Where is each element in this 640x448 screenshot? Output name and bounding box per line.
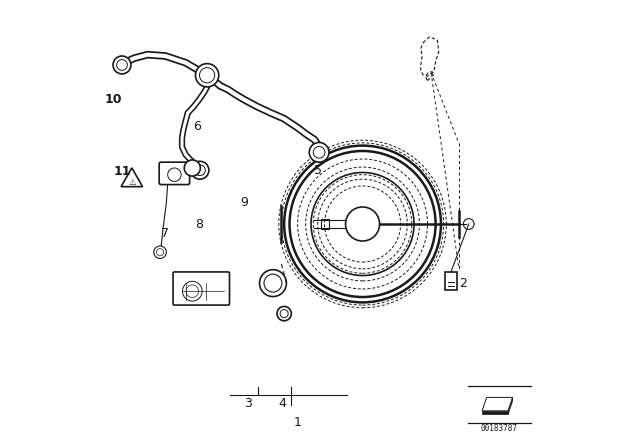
- Circle shape: [191, 161, 209, 179]
- Text: 10: 10: [104, 93, 122, 106]
- Text: 1: 1: [294, 415, 301, 429]
- FancyBboxPatch shape: [173, 272, 230, 305]
- Polygon shape: [482, 397, 513, 411]
- Circle shape: [154, 246, 166, 258]
- Circle shape: [184, 160, 200, 176]
- Text: 9: 9: [240, 196, 248, 209]
- Text: ⚠: ⚠: [128, 178, 136, 187]
- Text: 7: 7: [161, 227, 170, 241]
- Polygon shape: [121, 168, 143, 187]
- Text: 00183787: 00183787: [481, 424, 518, 433]
- Text: 5: 5: [314, 164, 322, 177]
- Text: 4: 4: [278, 396, 286, 410]
- Circle shape: [309, 142, 329, 162]
- Text: 11: 11: [113, 164, 131, 178]
- Text: 6: 6: [193, 120, 201, 133]
- Polygon shape: [508, 397, 513, 414]
- FancyBboxPatch shape: [159, 162, 189, 185]
- Text: 3: 3: [244, 396, 252, 410]
- Text: 8: 8: [195, 218, 203, 232]
- Circle shape: [113, 56, 131, 74]
- Text: 2: 2: [460, 276, 467, 290]
- Polygon shape: [482, 411, 508, 414]
- Circle shape: [195, 64, 219, 87]
